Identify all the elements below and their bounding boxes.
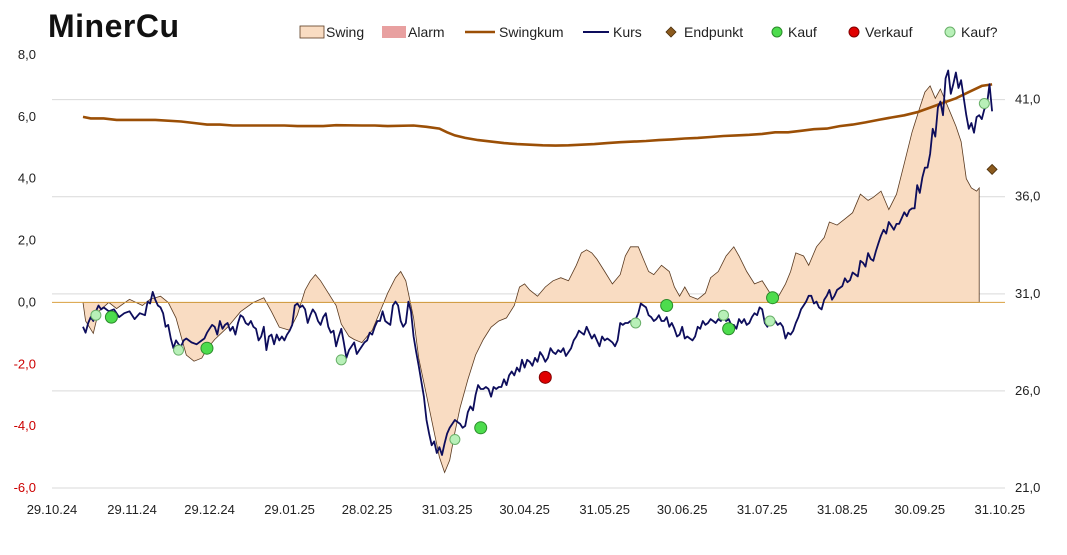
y-right-tick-label: 41,0	[1015, 92, 1040, 107]
x-tick-label: 29.11.24	[107, 502, 157, 517]
verkauf-marker	[538, 370, 552, 384]
x-tick-label: 28.02.25	[342, 502, 393, 517]
x-tick-label: 29.10.24	[27, 502, 78, 517]
kauf-marker	[722, 322, 736, 336]
kauf-q-marker	[173, 344, 185, 356]
kauf-marker	[104, 310, 118, 324]
x-tick-label: 31.05.25	[579, 502, 630, 517]
axis-labels: -6,0 -4,0 -2,0 0,0 2,0 4,0 6,0 8,0 21,0 26,0 31,0 3…	[14, 47, 1041, 517]
legend-kauf-swatch	[771, 26, 783, 38]
kauf-q-marker	[335, 354, 347, 366]
swing-area-layer	[82, 85, 980, 474]
kauf-marker	[200, 341, 214, 355]
legend-verkauf-swatch	[848, 26, 860, 38]
x-tick-label: 31.08.25	[817, 502, 868, 517]
kauf-q-marker	[764, 315, 776, 327]
y-left-tick-label: 2,0	[18, 233, 36, 248]
legend-label-swing: Swing	[326, 24, 364, 40]
kurs-line	[82, 69, 993, 456]
y-left-tick-label: 8,0	[18, 47, 36, 62]
swingkum-line	[82, 83, 993, 147]
chart-title: MinerCu	[48, 8, 180, 44]
x-tick-label: 31.03.25	[422, 502, 473, 517]
legend-label-verkauf: Verkauf	[865, 24, 913, 40]
swingkum-line-layer	[82, 83, 993, 147]
y-left-tick-label: 0,0	[18, 294, 36, 309]
x-tick-label: 30.04.25	[499, 502, 550, 517]
legend-swing-swatch	[299, 25, 325, 39]
endpunkt-marker	[986, 163, 998, 176]
y-left-tick-label: -6,0	[14, 480, 36, 495]
kauf-marker	[474, 421, 488, 435]
kurs-line-layer	[82, 69, 993, 456]
marker-layer	[90, 98, 998, 445]
swing-area	[82, 85, 980, 474]
kauf-q-marker	[630, 317, 642, 329]
kauf-marker	[766, 291, 780, 305]
legend-label-alarm: Alarm	[408, 24, 445, 40]
y-left-tick-label: 6,0	[18, 109, 36, 124]
y-right-tick-label: 31,0	[1015, 286, 1040, 301]
kauf-q-marker	[717, 309, 729, 321]
legend-endpunkt-swatch	[665, 26, 677, 38]
x-tick-label: 30.09.25	[894, 502, 945, 517]
kauf-q-marker	[449, 433, 461, 445]
legend-label-swingkum: Swingkum	[499, 24, 564, 40]
kauf-marker	[660, 298, 674, 312]
x-tick-label: 29.01.25	[264, 502, 315, 517]
kauf-q-marker	[90, 309, 102, 321]
x-tick-label: 30.06.25	[657, 502, 708, 517]
legend-label-kauf-q: Kauf?	[961, 24, 998, 40]
kauf-q-marker	[978, 98, 990, 110]
x-tick-label: 31.07.25	[737, 502, 788, 517]
y-left-tick-label: -2,0	[14, 356, 36, 371]
y-left-tick-label: 4,0	[18, 171, 36, 186]
legend: Swing Alarm Swingkum Kurs Endpunkt Kauf Verkau…	[299, 24, 998, 40]
y-right-tick-label: 36,0	[1015, 189, 1040, 204]
y-left-tick-label: -4,0	[14, 418, 36, 433]
y-right-tick-label: 26,0	[1015, 383, 1040, 398]
x-tick-label: 31.10.25	[975, 502, 1026, 517]
legend-alarm-swatch	[382, 26, 406, 38]
legend-label-kauf: Kauf	[788, 24, 817, 40]
legend-kauf-q-swatch	[944, 26, 956, 38]
x-tick-label: 29.12.24	[184, 502, 235, 517]
legend-label-kurs: Kurs	[613, 24, 642, 40]
y-right-tick-label: 21,0	[1015, 480, 1040, 495]
legend-label-endpunkt: Endpunkt	[684, 24, 743, 40]
